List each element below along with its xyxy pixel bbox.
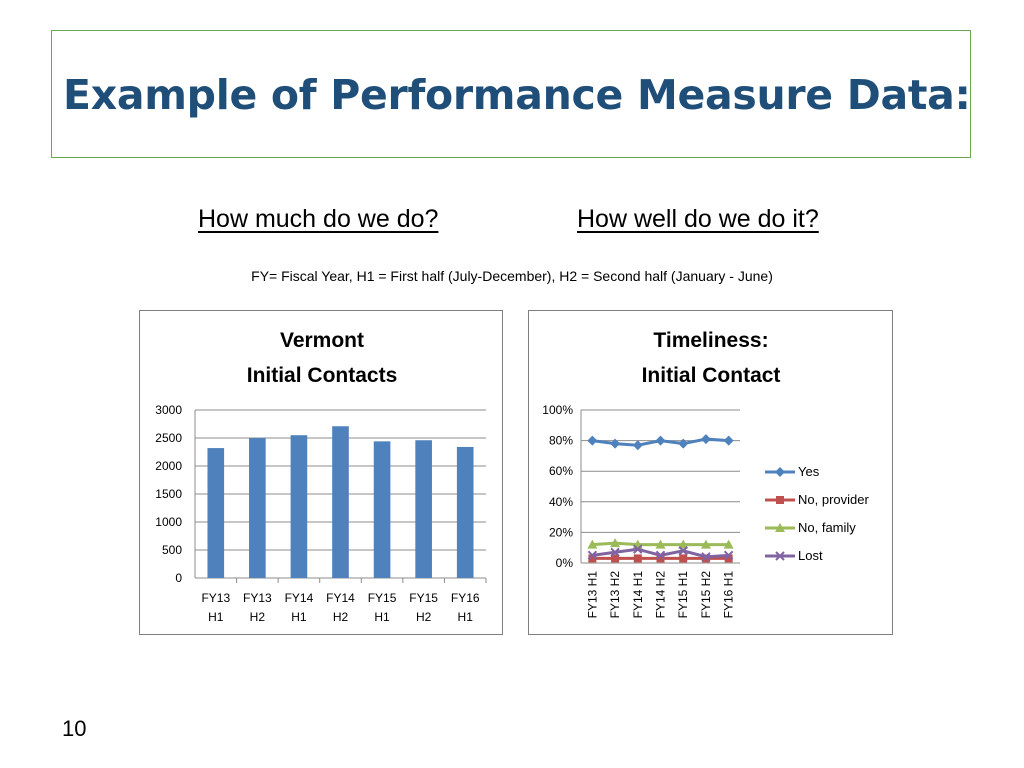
title-box: Example of Performance Measure Data: (51, 30, 971, 158)
y-tick-label: 40% (549, 495, 573, 509)
data-point-no-family (610, 538, 621, 548)
data-point-no-family (723, 539, 734, 549)
chart-title-line: Initial Contact (642, 364, 781, 387)
y-tick-label: 80% (549, 434, 573, 448)
data-point-no-family (678, 539, 689, 549)
y-tick-label: 1500 (155, 487, 182, 501)
initial-contacts-chart-svg: Vermont Initial Contacts 0 500 1000 1500 2000 2… (155, 329, 487, 624)
legend-label-no-family: No, family (798, 520, 856, 535)
bar (249, 438, 266, 578)
data-point-no-family (587, 539, 598, 549)
data-point-no-family (655, 539, 666, 549)
x-tick-label: FY15 (409, 591, 438, 605)
data-point-yes (632, 440, 643, 451)
data-point-lost (587, 550, 598, 561)
data-point-no-provider (701, 554, 710, 563)
bar (456, 446, 474, 578)
legend-marker-yes (775, 467, 785, 477)
x-tick-label: H1 (458, 610, 474, 624)
y-tick-label: 500 (162, 543, 182, 557)
slide-number: 10 (62, 716, 87, 741)
x-tick-label: FY13 H2 (608, 571, 622, 619)
x-tick-label: H1 (208, 610, 224, 624)
x-tick-label: FY13 H1 (585, 571, 599, 619)
y-tick-label: 100% (542, 403, 573, 417)
legend-marker-no-family (775, 523, 785, 532)
x-tick-label: FY16 H1 (722, 571, 736, 619)
y-tick-label: 20% (549, 525, 573, 539)
x-tick-label: FY14 (326, 591, 355, 605)
data-point-yes (655, 435, 666, 446)
data-point-yes (678, 438, 689, 449)
data-point-lost (678, 546, 688, 556)
bar (207, 448, 225, 578)
timeliness-chart-svg: Timeliness: Initial Contact 0% 20% 40% 60% 80%… (542, 329, 869, 619)
x-tick-label: FY13 (201, 591, 230, 605)
y-tick-label: 0% (556, 556, 574, 570)
heading-how-much: How much do we do? (198, 205, 439, 233)
data-point-yes (587, 435, 598, 446)
data-point-lost (610, 547, 620, 557)
y-tick-label: 0 (175, 571, 182, 585)
legend-marker-lost (775, 551, 785, 561)
data-point-no-family (700, 539, 711, 549)
data-point-no-provider (611, 554, 620, 563)
bar (290, 435, 308, 578)
data-point-lost (633, 544, 643, 554)
data-point-lost (701, 552, 711, 562)
y-tick-label: 3000 (155, 403, 182, 417)
heading-how-well: How well do we do it? (577, 205, 819, 233)
x-tick-label: FY14 (285, 591, 314, 605)
legend-label-lost: Lost (798, 548, 823, 563)
x-tick-label: FY13 (243, 591, 272, 605)
bar (332, 426, 349, 578)
x-tick-label: H1 (374, 610, 390, 624)
x-tick-label: FY14 H2 (654, 571, 668, 619)
legend-label-yes: Yes (798, 464, 820, 479)
bar (373, 441, 391, 578)
x-tick-label: H1 (291, 610, 307, 624)
x-tick-label: H2 (333, 610, 349, 624)
x-tick-label: FY15 (368, 591, 397, 605)
y-tick-label: 60% (549, 464, 573, 478)
data-point-yes (610, 438, 621, 449)
timeliness-chart: Timeliness: Initial Contact 0% 20% 40% 60% 80%… (528, 310, 893, 635)
chart-title-line: Timeliness: (653, 329, 768, 352)
data-point-no-provider (588, 554, 597, 563)
data-point-no-provider (724, 554, 733, 563)
y-tick-label: 2000 (155, 459, 182, 473)
data-point-no-provider (679, 554, 688, 563)
y-tick-label: 1000 (155, 515, 182, 529)
x-tick-label: FY15 H2 (699, 571, 713, 619)
data-point-yes (700, 434, 711, 445)
bar (415, 440, 432, 578)
chart-title-line: Vermont (280, 329, 364, 352)
data-point-no-provider (656, 554, 665, 563)
data-point-yes (723, 435, 734, 446)
x-tick-label: FY16 (451, 591, 480, 605)
x-tick-label: FY14 H1 (631, 571, 645, 619)
x-tick-label: FY15 H1 (676, 571, 690, 619)
y-tick-label: 2500 (155, 431, 182, 445)
legend-marker-no-provider (776, 496, 784, 504)
page-title: Example of Performance Measure Data: (63, 71, 971, 119)
abbreviation-note: FY= Fiscal Year, H1 = First half (July-D… (251, 268, 773, 284)
data-point-lost (655, 550, 666, 561)
data-point-no-provider (633, 554, 642, 563)
data-point-lost (723, 550, 734, 561)
chart-title-line: Initial Contacts (247, 364, 398, 387)
legend-label-no-provider: No, provider (798, 492, 869, 507)
initial-contacts-chart: Vermont Initial Contacts 0 500 1000 1500 2000 2… (139, 310, 503, 635)
x-tick-label: H2 (416, 610, 432, 624)
x-tick-label: H2 (250, 610, 266, 624)
